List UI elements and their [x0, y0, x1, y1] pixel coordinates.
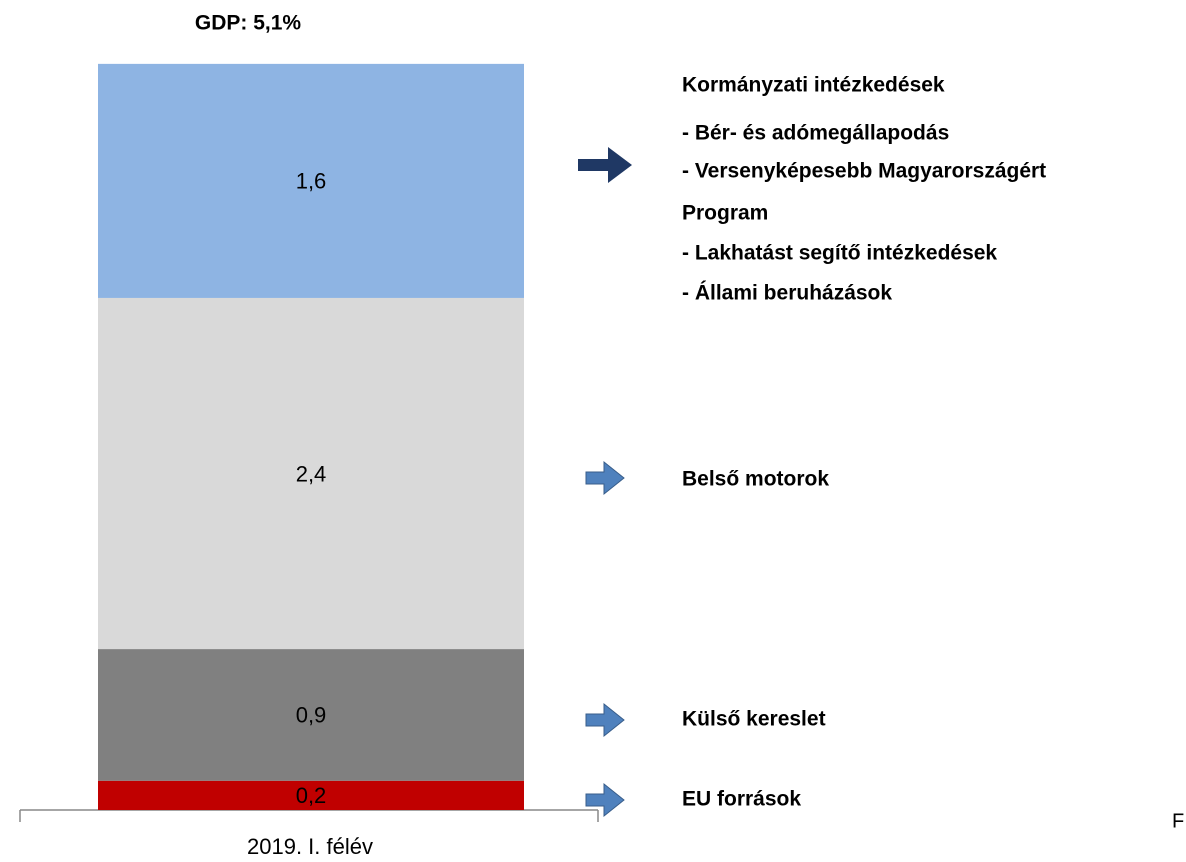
bar-segment	[98, 297, 524, 650]
value-label: 0,9	[296, 703, 327, 728]
arrow	[585, 702, 625, 738]
value-label: 2,4	[296, 461, 327, 486]
bar-segment	[98, 649, 524, 781]
note: - Bér- és adómegállapodás	[682, 122, 949, 145]
legend-label: Belső motorok	[682, 468, 829, 491]
bar-segment	[98, 63, 524, 298]
legend-label: EU források	[682, 788, 801, 811]
bar-segment	[98, 780, 524, 810]
arrow	[585, 460, 625, 496]
arrow	[578, 147, 632, 183]
x-tick-label: 2019. I. félév	[247, 834, 373, 859]
chart-title: GDP: 5,1%	[195, 12, 302, 35]
note: - Lakhatást segítő intézkedések	[682, 242, 997, 265]
arrow	[585, 782, 625, 818]
value-label: 1,6	[296, 169, 327, 194]
value-label: 0,2	[296, 783, 327, 808]
arrows	[578, 147, 632, 818]
footer: F	[1172, 810, 1184, 832]
note: - Állami beruházások	[682, 282, 892, 305]
legend-label: Külső kereslet	[682, 708, 826, 731]
legend-label: Kormányzati intézkedések	[682, 74, 945, 97]
note: - Versenyképesebb Magyarországért	[682, 160, 1046, 183]
note: Program	[682, 202, 768, 225]
